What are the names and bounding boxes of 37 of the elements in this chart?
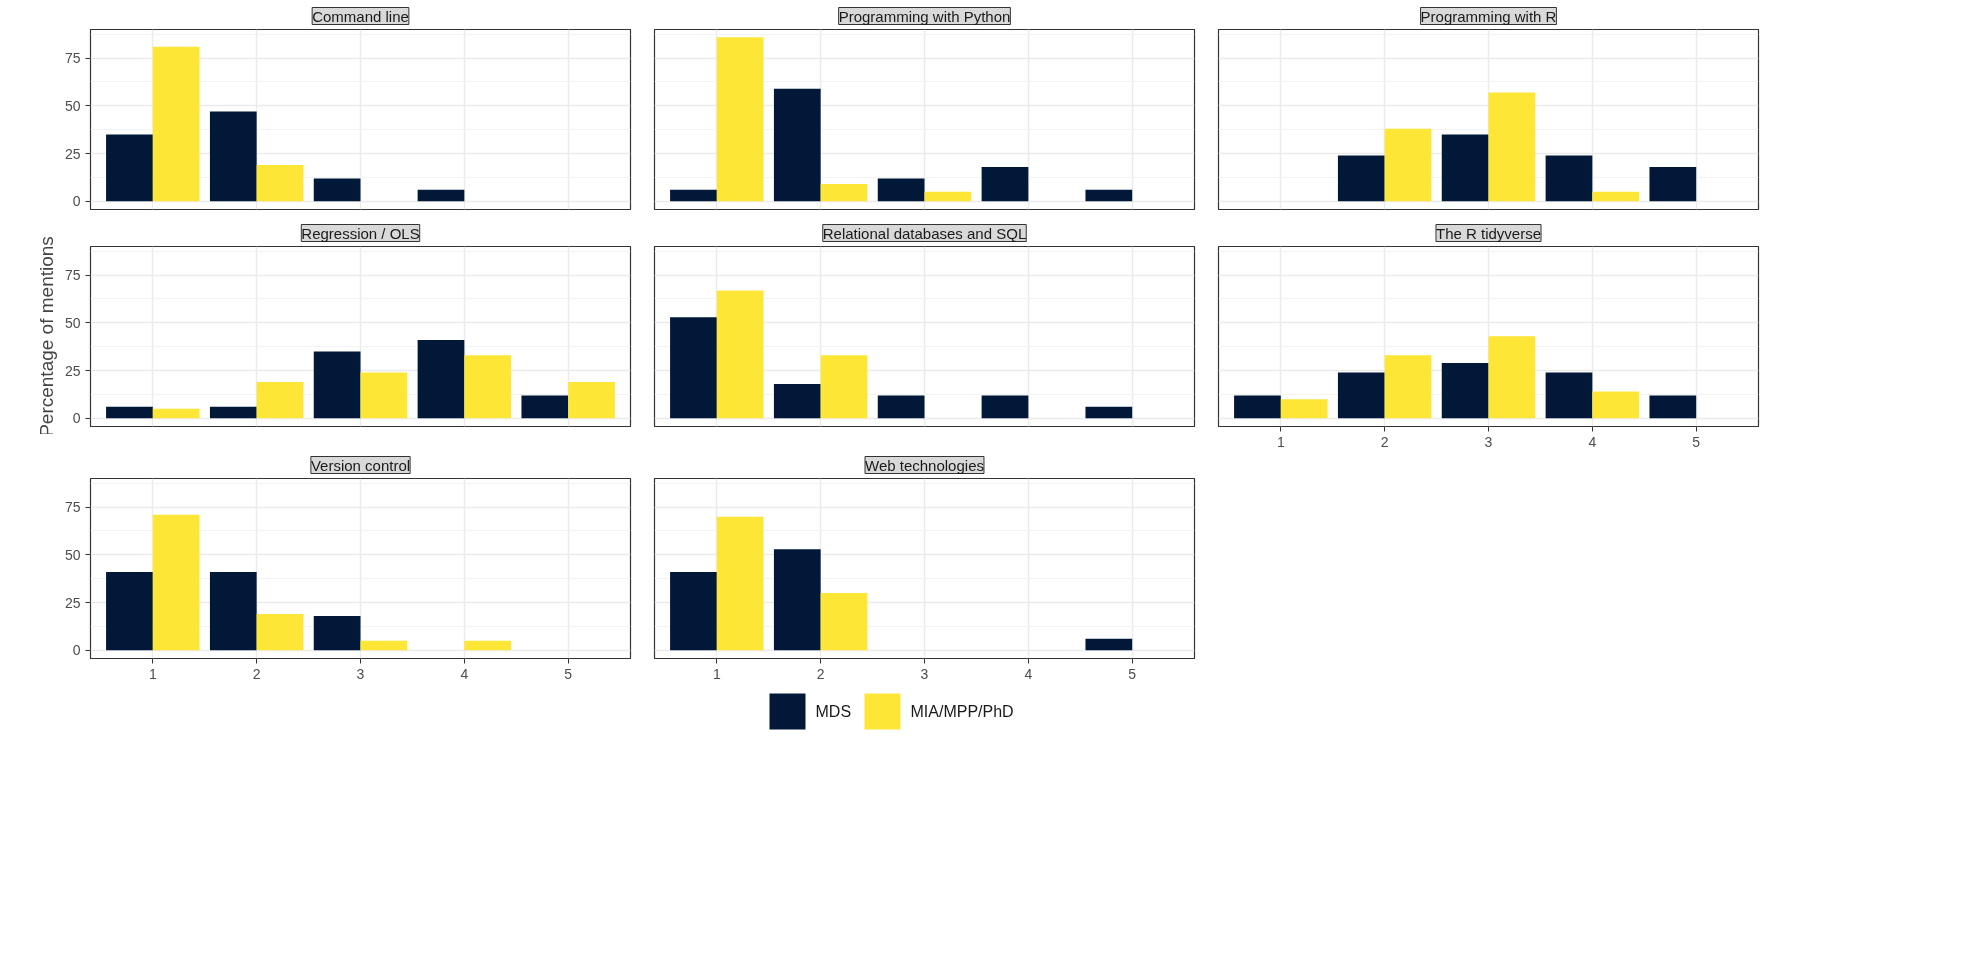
x-tick-label: 2 [1380, 433, 1389, 450]
y-tick-label: 25 [64, 145, 81, 162]
chart-title: The R tidyverse [1435, 224, 1542, 242]
y-tick-label: 50 [64, 546, 81, 563]
y-tick-label: 0 [72, 193, 81, 210]
x-tick-label: 1 [148, 665, 157, 682]
x-tick-label: 2 [252, 665, 261, 682]
y-tick-label: 75 [64, 50, 81, 67]
chart-title: Programming with Python [838, 7, 1011, 25]
x-tick-label: 4 [460, 665, 469, 682]
x-tick-label: 3 [356, 665, 365, 682]
y-tick-label: 75 [64, 499, 81, 516]
y-tick-label: 25 [64, 594, 81, 611]
y-tick-label: 0 [72, 410, 81, 427]
x-tick-label: 1 [1276, 433, 1285, 450]
y-tick-label: 25 [64, 362, 81, 379]
x-tick-label: 5 [564, 665, 573, 682]
legend-label: MIA/MPP/PhD [910, 703, 1014, 720]
x-tick-label: 3 [920, 665, 929, 682]
y-tick-label: 75 [64, 267, 81, 284]
x-tick-label: 4 [1024, 665, 1033, 682]
x-tick-label: 5 [1692, 433, 1701, 450]
x-tick-label: 3 [1484, 433, 1493, 450]
y-tick-label: 50 [64, 314, 81, 331]
chart-title: Relational databases and SQL [822, 224, 1027, 242]
x-tick-label: 5 [1128, 665, 1137, 682]
chart-title: Programming with R [1420, 7, 1557, 25]
y-tick-label: 50 [64, 97, 81, 114]
chart-title: Version control [310, 456, 411, 474]
y-tick-label: 0 [72, 642, 81, 659]
chart-title: Regression / OLS [301, 224, 420, 242]
legend-label: MDS [815, 703, 852, 720]
chart-title: Web technologies [865, 456, 984, 474]
chart-title: Command line [312, 7, 409, 25]
x-tick-label: 2 [816, 665, 825, 682]
x-tick-label: 4 [1588, 433, 1597, 450]
x-tick-label: 1 [712, 665, 721, 682]
